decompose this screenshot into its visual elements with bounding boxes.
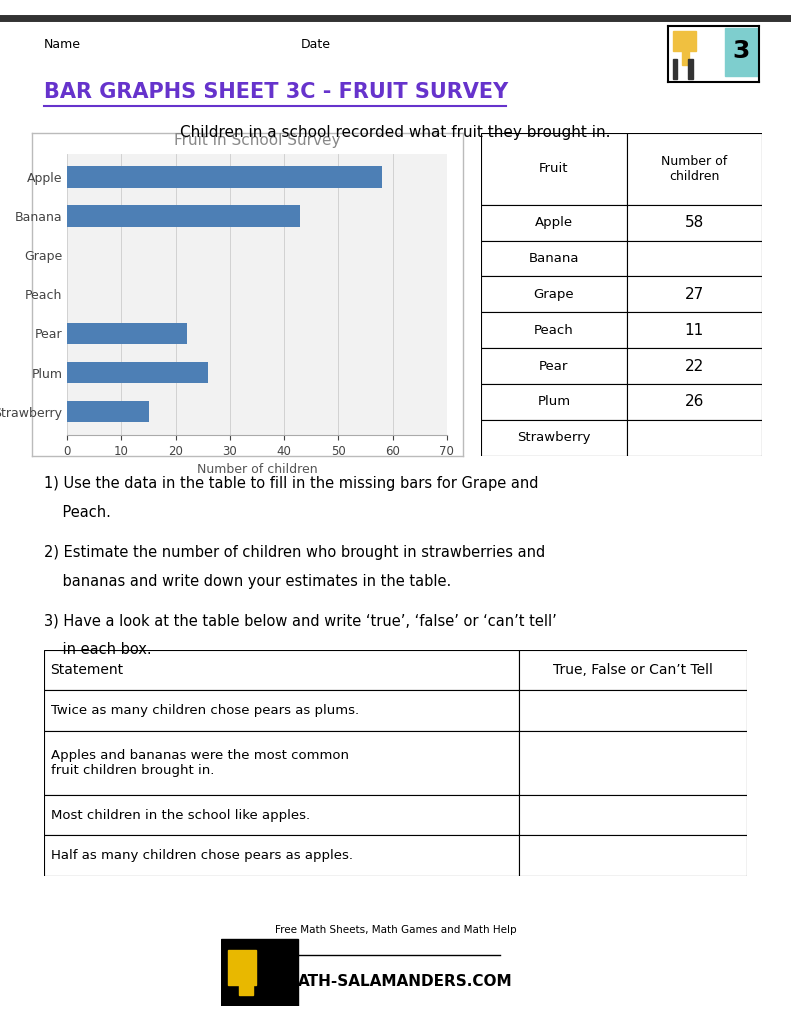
- Bar: [481, 241, 627, 276]
- Text: 26: 26: [685, 394, 704, 410]
- Bar: [481, 312, 627, 348]
- Bar: [481, 205, 627, 241]
- Text: Banana: Banana: [528, 252, 579, 265]
- Text: bananas and write down your estimates in the table.: bananas and write down your estimates in…: [44, 573, 451, 589]
- Bar: [67, 206, 301, 227]
- Bar: [673, 31, 696, 51]
- Bar: [67, 323, 187, 344]
- Title: Fruit in School Survey: Fruit in School Survey: [174, 133, 340, 148]
- Bar: [519, 795, 747, 836]
- Text: BAR GRAPHS SHEET 3C - FRUIT SURVEY: BAR GRAPHS SHEET 3C - FRUIT SURVEY: [44, 82, 508, 102]
- Bar: [44, 836, 519, 876]
- Bar: [673, 59, 678, 79]
- Text: 3) Have a look at the table below and write ‘true’, ‘false’ or ‘can’t tell’: 3) Have a look at the table below and wr…: [44, 613, 556, 629]
- Bar: [239, 978, 253, 995]
- Bar: [519, 836, 747, 876]
- Bar: [481, 384, 627, 420]
- Bar: [682, 48, 689, 65]
- Bar: [67, 361, 208, 383]
- Text: Pear: Pear: [539, 359, 569, 373]
- Text: 27: 27: [685, 287, 704, 302]
- Bar: [481, 420, 627, 456]
- Bar: [44, 690, 519, 731]
- Bar: [627, 276, 762, 312]
- Bar: [44, 795, 519, 836]
- Text: Apple: Apple: [535, 216, 573, 229]
- Bar: [519, 731, 747, 795]
- Text: 22: 22: [685, 358, 704, 374]
- Bar: [627, 205, 762, 241]
- Text: True, False or Can’t Tell: True, False or Can’t Tell: [553, 664, 713, 677]
- Text: Apples and bananas were the most common
fruit children brought in.: Apples and bananas were the most common …: [51, 749, 349, 777]
- Text: Children in a school recorded what fruit they brought in.: Children in a school recorded what fruit…: [180, 125, 611, 140]
- Text: Number of
children: Number of children: [661, 155, 728, 183]
- Text: 58: 58: [685, 215, 704, 230]
- Bar: [481, 276, 627, 312]
- Text: Most children in the school like apples.: Most children in the school like apples.: [51, 809, 309, 821]
- Text: Free Math Sheets, Math Games and Math Help: Free Math Sheets, Math Games and Math He…: [274, 925, 517, 935]
- Bar: [627, 241, 762, 276]
- Bar: [229, 950, 256, 985]
- Text: 3: 3: [732, 39, 750, 62]
- Text: Statement: Statement: [51, 664, 123, 677]
- Text: Half as many children chose pears as apples.: Half as many children chose pears as app…: [51, 849, 353, 862]
- Bar: [627, 312, 762, 348]
- Bar: [627, 348, 762, 384]
- Text: 2) Estimate the number of children who brought in strawberries and: 2) Estimate the number of children who b…: [44, 545, 545, 560]
- Bar: [725, 29, 758, 77]
- Bar: [519, 650, 747, 690]
- Text: ATH-SALAMANDERS.COM: ATH-SALAMANDERS.COM: [298, 974, 513, 989]
- Bar: [44, 650, 519, 690]
- Text: Date: Date: [301, 38, 331, 51]
- Text: 11: 11: [685, 323, 704, 338]
- Bar: [627, 384, 762, 420]
- Bar: [67, 167, 382, 187]
- Bar: [67, 401, 149, 423]
- X-axis label: Number of children: Number of children: [197, 464, 317, 476]
- Bar: [519, 690, 747, 731]
- Text: Plum: Plum: [537, 395, 570, 409]
- Text: Strawberry: Strawberry: [517, 431, 591, 444]
- Text: Peach: Peach: [534, 324, 573, 337]
- Bar: [221, 939, 298, 1006]
- Bar: [627, 133, 762, 205]
- Text: Twice as many children chose pears as plums.: Twice as many children chose pears as pl…: [51, 705, 358, 717]
- Bar: [627, 420, 762, 456]
- Text: Fruit: Fruit: [539, 163, 569, 175]
- Text: Name: Name: [44, 38, 81, 51]
- Text: Peach.: Peach.: [44, 505, 111, 520]
- Text: in each box.: in each box.: [44, 642, 151, 657]
- Text: 1) Use the data in the table to fill in the missing bars for Grape and: 1) Use the data in the table to fill in …: [44, 476, 538, 492]
- Bar: [44, 731, 519, 795]
- Bar: [688, 59, 693, 79]
- Text: Grape: Grape: [534, 288, 574, 301]
- Bar: [481, 348, 627, 384]
- Bar: [481, 133, 627, 205]
